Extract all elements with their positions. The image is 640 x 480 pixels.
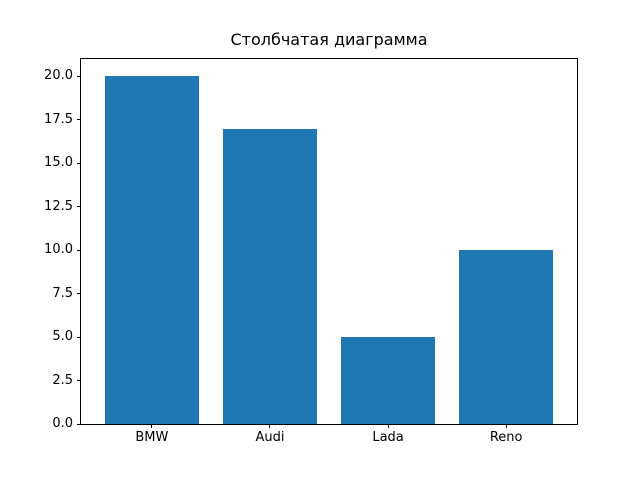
y-tick-mark [77, 119, 81, 121]
y-tick-label: 17.5 [44, 111, 73, 127]
x-tick-mark [151, 424, 153, 428]
chart-title: Столбчатая диаграмма [230, 30, 428, 49]
y-tick-label: 15.0 [44, 155, 73, 171]
y-tick-label: 7.5 [52, 285, 73, 301]
y-tick-mark [77, 75, 81, 77]
y-tick-mark [77, 249, 81, 251]
y-tick-label: 12.5 [44, 198, 73, 214]
y-tick-label: 20.0 [44, 68, 73, 84]
bar-reno [458, 250, 554, 424]
x-tick-mark [387, 424, 389, 428]
x-tick-label: Lada [372, 430, 404, 445]
x-tick-label: BMW [135, 430, 169, 445]
y-tick-label: 2.5 [52, 372, 73, 388]
y-tick-mark [77, 162, 81, 164]
plot-area: 0.0 2.5 5.0 7.5 10.0 12.5 15.0 17.5 20.0 BMW Audi L… [44, 58, 578, 445]
x-tick-label: Reno [489, 430, 523, 445]
bar-bmw [104, 76, 200, 424]
bar-lada [340, 337, 436, 424]
y-tick-label: 10.0 [44, 242, 73, 258]
x-tick-mark [505, 424, 507, 428]
y-tick-mark [77, 206, 81, 208]
y-tick-mark [77, 423, 81, 425]
y-tick-mark [77, 336, 81, 338]
bar-audi [222, 128, 318, 424]
x-tick-label: Audi [255, 430, 285, 445]
x-tick-mark [269, 424, 271, 428]
y-tick-label: 0.0 [52, 416, 73, 431]
y-tick-label: 5.0 [52, 329, 73, 345]
y-tick-mark [77, 380, 81, 382]
y-tick-mark [77, 293, 81, 295]
